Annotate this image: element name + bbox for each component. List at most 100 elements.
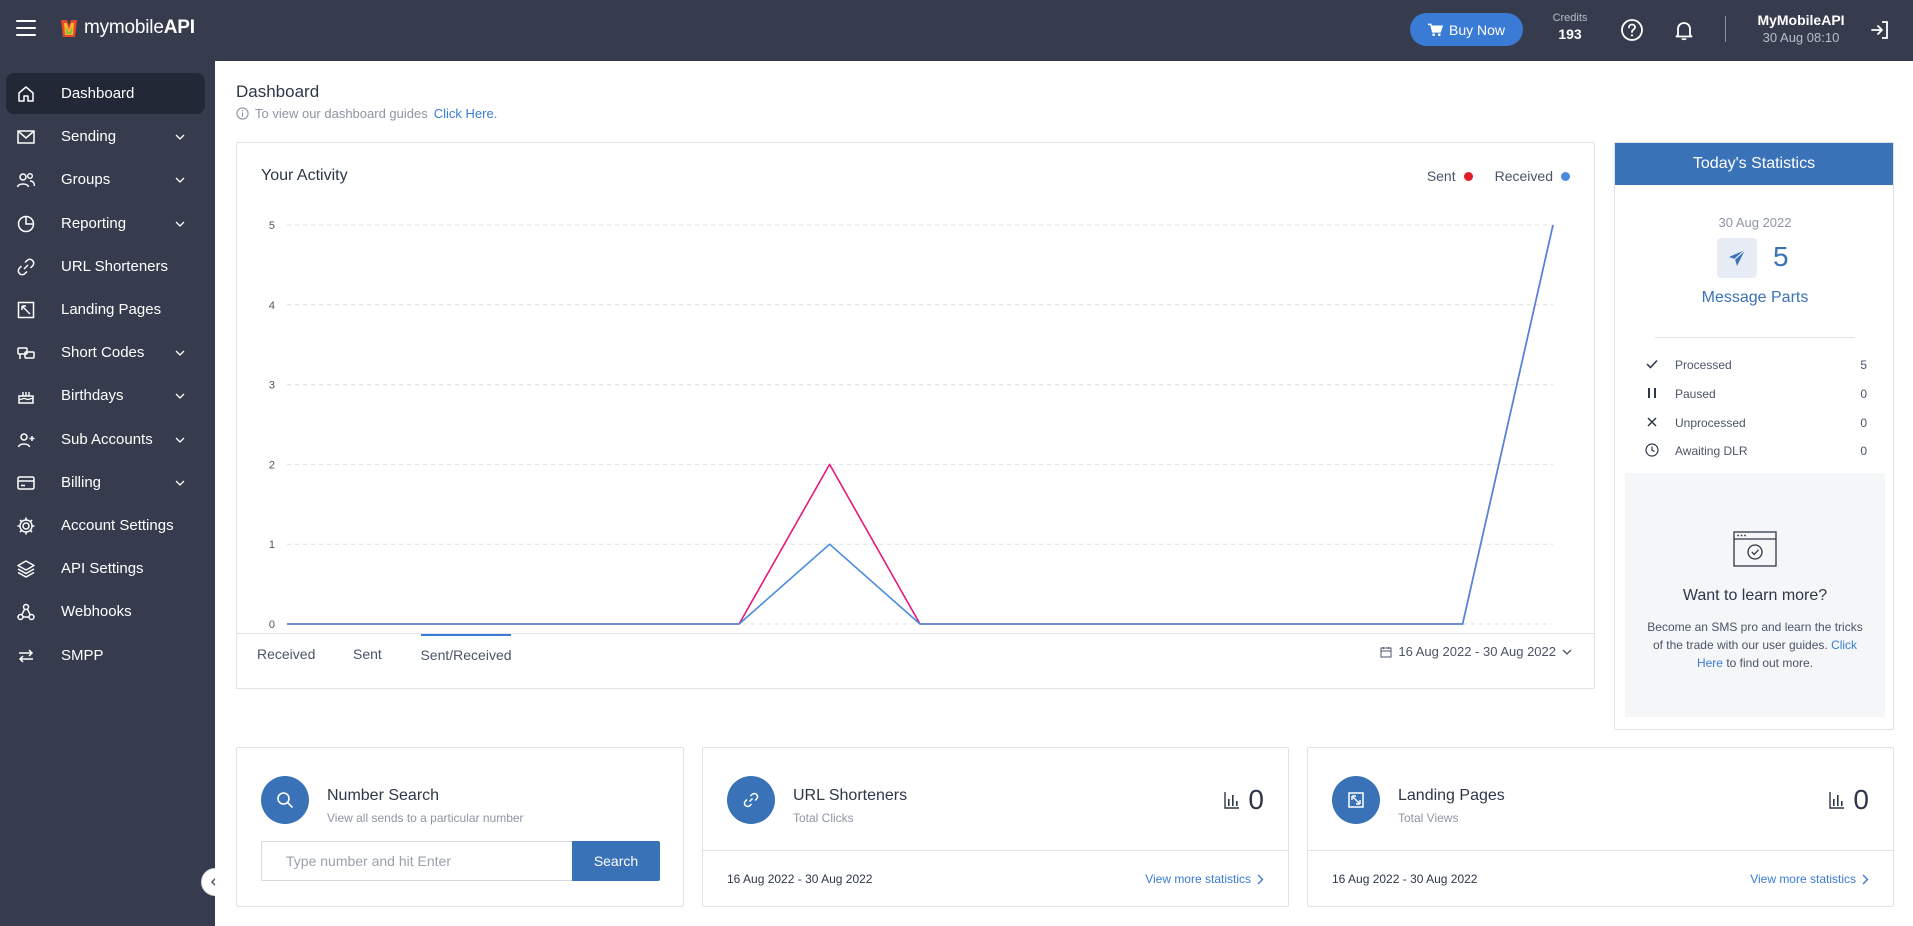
learn-more-text: Become an SMS pro and learn the tricks o… bbox=[1645, 618, 1865, 672]
tab-sent[interactable]: Sent bbox=[353, 646, 382, 662]
bell-icon[interactable] bbox=[1672, 18, 1696, 42]
card-divider bbox=[1308, 850, 1893, 851]
sidebar-item-webhooks[interactable]: Webhooks bbox=[6, 591, 205, 632]
sidebar-item-label: Short Codes bbox=[61, 344, 145, 362]
learn-more-suffix: to find out more. bbox=[1726, 656, 1814, 670]
sidebar-item-short-codes[interactable]: Short Codes bbox=[6, 332, 205, 373]
y-tick-label: 3 bbox=[269, 380, 275, 392]
expand-icon bbox=[17, 301, 35, 319]
y-tick-label: 1 bbox=[269, 539, 275, 551]
logout-icon[interactable] bbox=[1868, 18, 1892, 42]
menu-icon[interactable] bbox=[16, 20, 36, 38]
total-views-value: 0 bbox=[1853, 784, 1869, 815]
top-divider bbox=[1725, 16, 1726, 42]
url-shorteners-title: URL Shorteners bbox=[793, 787, 908, 804]
logo-text-suffix: API bbox=[163, 17, 195, 38]
tab-sent-received[interactable]: Sent/Received bbox=[420, 634, 512, 674]
clock-icon bbox=[1645, 443, 1659, 457]
calendar-icon bbox=[1380, 646, 1392, 657]
stat-label: Processed bbox=[1675, 358, 1732, 372]
total-views: 0 bbox=[1829, 784, 1869, 816]
learn-more-link[interactable]: Click Here bbox=[1696, 638, 1858, 670]
learn-more-panel: Want to learn more? Become an SMS pro an… bbox=[1625, 473, 1885, 717]
sidebar-item-landing-pages[interactable]: Landing Pages bbox=[6, 289, 205, 330]
activity-card: Your Activity Sent Received 0 1 2 3 4 5 16 Aug… bbox=[236, 142, 1595, 689]
todays-statistics-title: Today's Statistics bbox=[1615, 143, 1893, 185]
credits-label: Credits bbox=[1552, 12, 1588, 24]
sidebar-item-sending[interactable]: Sending bbox=[6, 116, 205, 157]
landing-pages-title: Landing Pages bbox=[1398, 787, 1505, 804]
sidebar-item-label: Groups bbox=[61, 171, 111, 189]
chevron-down-icon bbox=[175, 350, 185, 357]
today-divider bbox=[1655, 337, 1855, 338]
tab-received[interactable]: Received bbox=[257, 646, 316, 662]
chart-legend: Sent Received bbox=[1427, 168, 1570, 184]
landing-pages-card: Landing Pages Total Views 0 16 Aug 2022 … bbox=[1307, 747, 1894, 907]
search-icon-circle bbox=[261, 776, 309, 824]
chevron-down-icon bbox=[175, 177, 185, 184]
series-line-received bbox=[287, 224, 1554, 625]
expand-icon-circle bbox=[1332, 776, 1380, 824]
sidebar-item-smpp[interactable]: SMPP bbox=[6, 635, 205, 676]
number-search-title: Number Search bbox=[327, 787, 440, 804]
stat-value: 0 bbox=[1860, 416, 1867, 430]
total-clicks: 0 bbox=[1224, 784, 1264, 816]
number-search-subtitle: View all sends to a particular number bbox=[327, 811, 524, 825]
sidebar: Dashboard Sending Groups Reporting URL Short… bbox=[0, 61, 215, 926]
sidebar-item-sub-accounts[interactable]: Sub Accounts bbox=[6, 419, 205, 460]
cake-icon bbox=[18, 392, 34, 405]
date-range-picker[interactable]: 16 Aug 2022 - 30 Aug 2022 bbox=[1380, 644, 1572, 659]
legend-received-label: Received bbox=[1494, 168, 1553, 184]
sidebar-item-groups[interactable]: Groups bbox=[6, 159, 205, 200]
chevron-down-icon bbox=[175, 437, 185, 443]
sidebar-item-dashboard[interactable]: Dashboard bbox=[6, 73, 205, 114]
sidebar-item-birthdays[interactable]: Birthdays bbox=[6, 375, 205, 416]
bar-chart-icon bbox=[1829, 792, 1845, 809]
sidebar-item-label: Birthdays bbox=[61, 387, 124, 405]
stat-row-processed: Processed 5 bbox=[1645, 355, 1867, 375]
help-icon[interactable] bbox=[1620, 18, 1644, 42]
sidebar-item-api-settings[interactable]: API Settings bbox=[6, 548, 205, 589]
landing-pages-more-link[interactable]: View more statistics bbox=[1750, 872, 1869, 886]
short-code-icon bbox=[17, 347, 35, 360]
legend-sent-dot bbox=[1463, 171, 1473, 181]
legend-sent[interactable]: Sent bbox=[1427, 168, 1473, 184]
buy-now-button[interactable]: Buy Now bbox=[1410, 13, 1523, 46]
user-info[interactable]: MyMobileAPI 30 Aug 08:10 bbox=[1755, 12, 1847, 45]
chevron-right-icon bbox=[1862, 874, 1869, 884]
sidebar-item-billing[interactable]: Billing bbox=[6, 462, 205, 503]
legend-sent-label: Sent bbox=[1426, 168, 1456, 184]
y-tick-label: 2 bbox=[269, 459, 275, 471]
webhook-icon bbox=[17, 604, 35, 621]
sidebar-item-url-shorteners[interactable]: URL Shorteners bbox=[6, 246, 205, 287]
sidebar-item-label: SMPP bbox=[61, 646, 104, 664]
legend-received[interactable]: Received bbox=[1495, 168, 1570, 184]
number-search-input[interactable] bbox=[261, 841, 573, 881]
cart-icon bbox=[1427, 23, 1443, 36]
top-bar: mymobileAPI Buy Now Credits 193 MyMobile… bbox=[0, 0, 1913, 61]
guide-text: To view our dashboard guides bbox=[255, 106, 428, 121]
link-icon bbox=[743, 792, 759, 808]
logo[interactable]: mymobileAPI bbox=[58, 17, 195, 39]
home-icon bbox=[18, 86, 34, 102]
x-icon bbox=[1647, 417, 1657, 427]
logo-text-prefix: mymobile bbox=[84, 17, 164, 38]
y-tick-label: 4 bbox=[269, 300, 275, 312]
more-link-label: View more statistics bbox=[1750, 872, 1856, 886]
browser-check-icon bbox=[1733, 531, 1777, 567]
send-icon-box bbox=[1717, 238, 1757, 278]
card-divider bbox=[703, 850, 1288, 851]
guide-link[interactable]: Click Here. bbox=[433, 106, 498, 121]
stat-row-unprocessed: Unprocessed 0 bbox=[1645, 413, 1867, 433]
stat-value: 5 bbox=[1860, 358, 1867, 372]
sidebar-item-label: Sending bbox=[61, 128, 117, 146]
search-button[interactable]: Search bbox=[572, 841, 660, 881]
activity-tabs: Received Sent Sent/Received 16 Aug 2022 … bbox=[237, 633, 1594, 689]
url-shorteners-more-link[interactable]: View more statistics bbox=[1145, 872, 1264, 886]
dashboard-guide: To view our dashboard guides Click Here. bbox=[236, 106, 497, 121]
check-icon bbox=[1646, 359, 1658, 369]
sidebar-item-reporting[interactable]: Reporting bbox=[6, 203, 205, 244]
user-plus-icon bbox=[17, 432, 35, 447]
sidebar-item-account-settings[interactable]: Account Settings bbox=[6, 505, 205, 546]
